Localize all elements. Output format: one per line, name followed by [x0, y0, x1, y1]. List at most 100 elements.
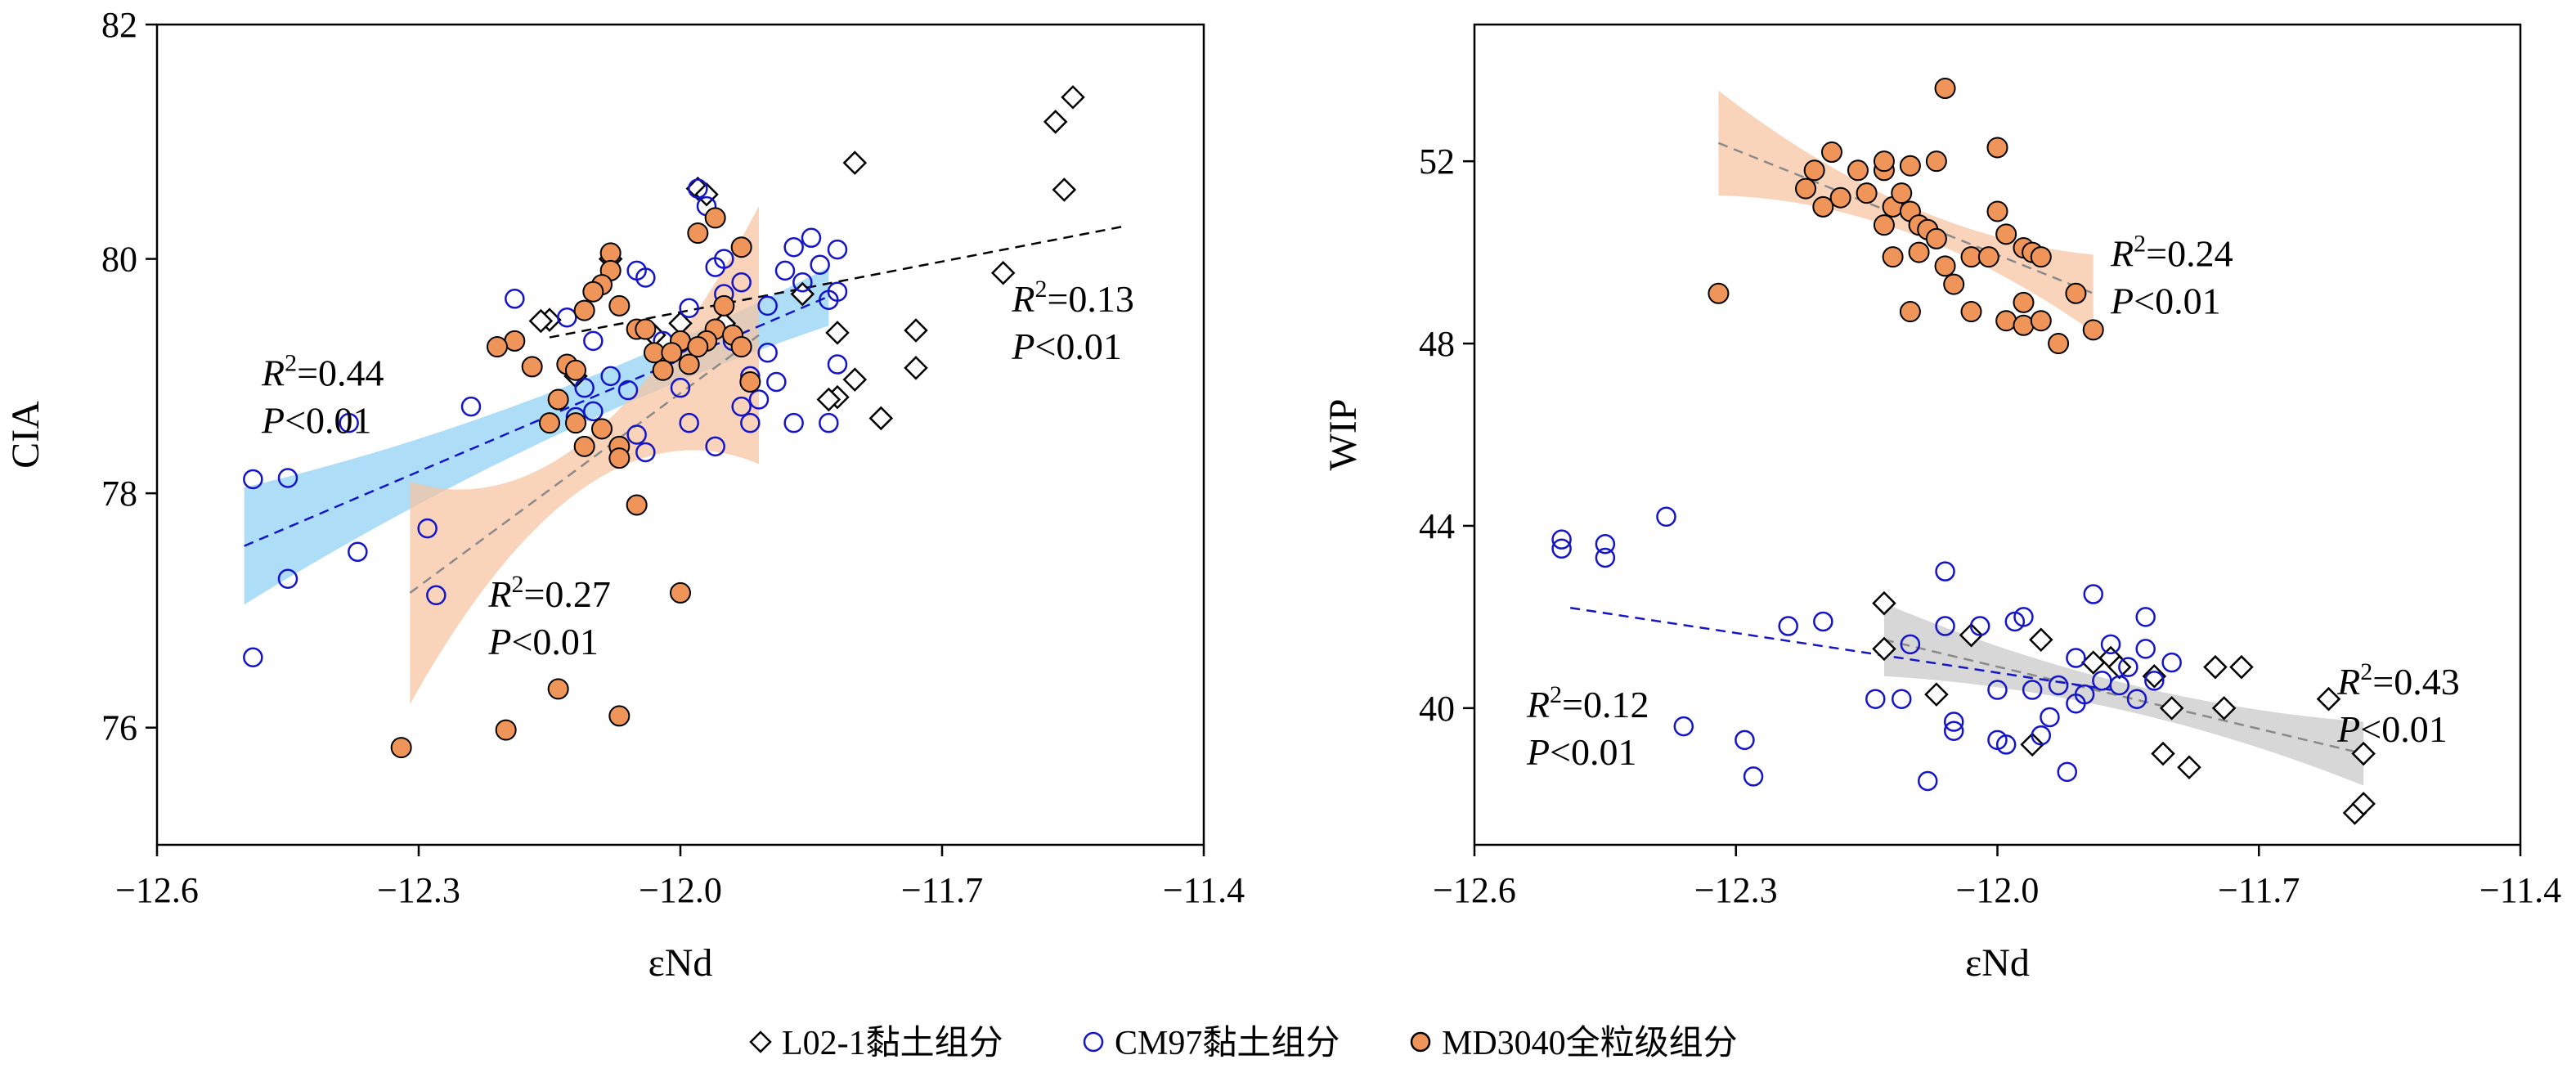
- point-cm97: [757, 342, 778, 363]
- point-cm97: [626, 424, 647, 445]
- point-md3040: [1960, 301, 1982, 323]
- point-cm97: [1987, 680, 2008, 700]
- point-md3040: [608, 705, 631, 727]
- point-cm97: [1935, 561, 1955, 581]
- point-md3040: [1812, 195, 1834, 218]
- point-cm97: [2031, 725, 2052, 746]
- point-md3040: [1847, 159, 1869, 182]
- point-cm97: [574, 377, 595, 398]
- p-annotation: P<0.01: [261, 399, 372, 441]
- point-l02: [1043, 110, 1068, 134]
- point-cm97: [757, 295, 778, 317]
- point-md3040: [730, 236, 752, 258]
- r2-superscript: 2: [285, 349, 297, 376]
- point-cm97: [1900, 634, 1921, 655]
- point-l02: [2080, 650, 2106, 675]
- point-cm97: [243, 469, 263, 490]
- point-cm97: [1865, 689, 1886, 709]
- point-md3040: [687, 222, 709, 245]
- point-cm97: [801, 227, 822, 249]
- point-cm97: [679, 412, 699, 433]
- point-cm97: [1943, 721, 1964, 741]
- point-md3040: [1995, 223, 2017, 245]
- r2-symbol: R: [2110, 232, 2134, 274]
- point-cm97: [1743, 766, 1764, 787]
- point-l02: [842, 150, 868, 175]
- point-cm97: [670, 377, 691, 398]
- point-md3040: [1829, 186, 1851, 209]
- point-cm97: [2126, 689, 2147, 709]
- point-l02: [825, 321, 850, 345]
- r2-symbol: R: [261, 352, 285, 393]
- point-cm97: [635, 267, 656, 288]
- point-cm97: [705, 436, 725, 457]
- point-cm97: [1595, 533, 1616, 554]
- point-cm97: [2022, 680, 2043, 700]
- r2-superscript: 2: [2360, 658, 2372, 685]
- point-md3040: [2013, 314, 2035, 336]
- point-md3040: [1908, 241, 1930, 263]
- point-md3040: [670, 581, 691, 604]
- point-cm97: [2066, 648, 2086, 668]
- point-md3040: [487, 336, 508, 358]
- point-md3040: [687, 336, 709, 358]
- p-annotation: P<0.01: [487, 621, 599, 662]
- fit-line-2: [1570, 607, 2112, 691]
- point-l02: [904, 318, 928, 343]
- x-tick-label: −11.4: [1163, 870, 1245, 910]
- r2-symbol: R: [2336, 661, 2360, 703]
- x-tick-label: −12.3: [377, 870, 460, 910]
- y-axis-title: WIP: [1322, 399, 1365, 471]
- point-cm97: [1551, 538, 1572, 559]
- r2-annotation: R2=0.43: [2336, 658, 2460, 703]
- point-l02: [2211, 696, 2237, 721]
- p-symbol: P: [1011, 325, 1034, 367]
- point-md3040: [2065, 282, 2087, 304]
- x-axis-title: εNd: [648, 941, 713, 985]
- point-cm97: [740, 412, 761, 433]
- point-cm97: [2109, 675, 2129, 696]
- y-tick-label: 76: [101, 708, 137, 748]
- point-cm97: [1813, 611, 1833, 632]
- point-cm97: [2004, 611, 2026, 632]
- point-md3040: [1708, 282, 1730, 304]
- point-cm97: [1735, 730, 1755, 751]
- r2-value: =0.43: [2372, 661, 2459, 703]
- point-cm97: [583, 401, 604, 422]
- point-md3040: [730, 336, 752, 358]
- fit-line-1: [1883, 639, 2364, 755]
- y-tick-label: 40: [1419, 689, 1455, 729]
- point-cm97: [2144, 671, 2165, 691]
- point-cm97: [277, 568, 298, 589]
- point-l02: [1052, 177, 1077, 202]
- point-l02: [2159, 696, 2184, 721]
- point-md3040: [582, 281, 604, 303]
- point-cm97: [766, 371, 787, 393]
- point-md3040: [2030, 310, 2052, 332]
- point-md3040: [713, 294, 735, 317]
- x-tick-label: −12.6: [1433, 870, 1516, 910]
- p-value: <0.01: [511, 621, 598, 662]
- point-cm97: [1551, 529, 1572, 550]
- point-md3040: [565, 412, 586, 434]
- point-l02: [2351, 792, 2376, 816]
- point-l02: [1872, 636, 1896, 662]
- point-cm97: [505, 289, 525, 309]
- point-cm97: [617, 379, 639, 401]
- point-l02: [842, 367, 868, 392]
- point-md3040: [573, 299, 595, 321]
- point-cm97: [2161, 652, 2182, 673]
- point-cm97: [1935, 616, 1955, 636]
- point-md3040: [539, 412, 560, 434]
- r2-annotation: R2=0.13: [1011, 276, 1134, 320]
- point-md3040: [547, 388, 569, 411]
- point-cm97: [2057, 761, 2078, 783]
- point-md3040: [661, 342, 683, 364]
- confidence-band-1: [1883, 603, 2364, 786]
- point-cm97: [460, 396, 482, 417]
- y-tick-label: 82: [101, 5, 137, 45]
- r2-symbol: R: [487, 573, 511, 615]
- point-md3040: [1943, 273, 1965, 295]
- point-l02: [990, 260, 1016, 285]
- r2-symbol: R: [1526, 684, 1550, 725]
